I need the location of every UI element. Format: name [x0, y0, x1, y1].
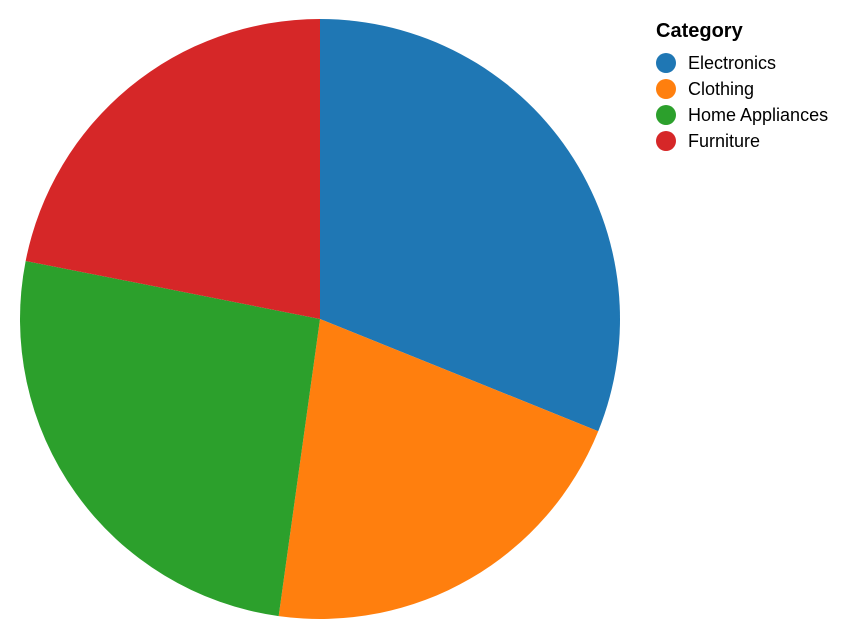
legend-swatch-clothing [656, 79, 676, 99]
legend-item-electronics: Electronics [656, 50, 828, 76]
pie-slice-furniture [25, 19, 320, 319]
legend-label: Furniture [688, 130, 761, 151]
legend-items: Electronics Clothing Home Appliances Furnit… [656, 50, 828, 154]
legend-label: Electronics [688, 52, 777, 73]
pie-slice-clothing [278, 319, 599, 620]
pie-slices [19, 19, 620, 620]
legend-swatch-furniture [656, 131, 676, 151]
pie-slice-home-appliances [19, 260, 320, 617]
legend-item-home-appliances: Home Appliances [656, 102, 828, 128]
pie-slice-electronics [320, 19, 620, 432]
legend-label: Clothing [688, 78, 755, 99]
legend-label: Home Appliances [688, 104, 829, 125]
legend-swatch-home-appliances [656, 105, 676, 125]
legend-swatch-electronics [656, 53, 676, 73]
legend: Category Electronics Clothing Home Applian… [656, 18, 828, 154]
legend-title: Category [656, 20, 743, 42]
legend-item-clothing: Clothing [656, 76, 828, 102]
legend-item-furniture: Furniture [656, 128, 828, 154]
